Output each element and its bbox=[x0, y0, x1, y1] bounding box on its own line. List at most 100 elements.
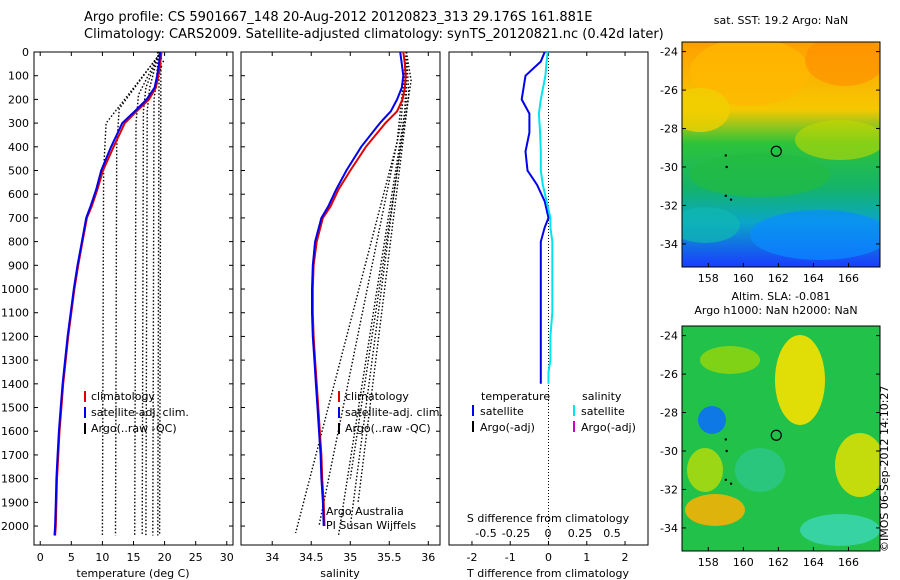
difference-series bbox=[520, 51, 554, 384]
sst-green-patch bbox=[690, 153, 830, 197]
sla-map-frame bbox=[681, 325, 881, 552]
legend-climatology-label: climatology bbox=[345, 390, 409, 403]
sla-mid-patch bbox=[735, 448, 785, 492]
previous-float-position-dot bbox=[729, 482, 733, 485]
previous-float-position-dot bbox=[724, 478, 728, 482]
depth-tick-label: 300 bbox=[8, 117, 29, 130]
sla-map-subtitle: Argo h1000: NaN h2000: NaN bbox=[694, 304, 857, 317]
profile-title: Argo profile: CS 5901667_148 20-Aug-2012… bbox=[84, 10, 593, 25]
map-lon-tick-label: 164 bbox=[803, 272, 824, 285]
s-difference-tick-label: 0 bbox=[545, 527, 552, 540]
argo-raw-profile bbox=[318, 51, 408, 527]
salinity-panel: 34 34.5 35 35.5 36 salinity climatology sate… bbox=[240, 51, 443, 580]
depth-tick-label: 0 bbox=[22, 46, 29, 59]
imos-credit: ©IMOS 06-Sep-2012 14:10:27 bbox=[878, 385, 891, 552]
sla-float-marker bbox=[724, 429, 782, 485]
previous-float-position-dot bbox=[729, 198, 733, 201]
argo-raw-profile bbox=[152, 51, 160, 536]
t-difference-x-label: T difference from climatology bbox=[466, 567, 629, 580]
x-tick-label: 25 bbox=[189, 551, 203, 564]
legend-argo-swatch bbox=[84, 423, 86, 434]
previous-float-position-dot bbox=[725, 165, 728, 169]
annotation-argo-australia: Argo Australia bbox=[326, 505, 404, 518]
map-lon-tick-label: 164 bbox=[803, 556, 824, 569]
sst-float-marker bbox=[724, 145, 782, 201]
s-difference-tick-label: 0.25 bbox=[568, 527, 593, 540]
argo-raw-profile bbox=[145, 51, 160, 536]
map-lon-tick-label: 166 bbox=[838, 556, 859, 569]
depth-tick-label: 1900 bbox=[1, 496, 29, 509]
temperature-depth-ticks: 0 100 200 300 400 500 600 700 800 900 1000 1100 1200… bbox=[1, 46, 233, 533]
x-tick-label: 20 bbox=[158, 551, 172, 564]
sla-high-patch bbox=[687, 448, 723, 492]
depth-tick-label: 500 bbox=[8, 165, 29, 178]
map-lat-tick-label: -34 bbox=[660, 522, 678, 535]
temperature-satellite-line bbox=[520, 51, 550, 384]
legend-s-satellite-label: satellite bbox=[581, 405, 625, 418]
map-lon-tick-label: 166 bbox=[838, 272, 859, 285]
argo-raw-profile bbox=[141, 51, 161, 536]
legend-argo-swatch bbox=[338, 423, 340, 434]
s-difference-tick-label: -0.5 bbox=[475, 527, 496, 540]
legend-t-satellite-label: satellite bbox=[480, 405, 524, 418]
depth-tick-label: 1100 bbox=[1, 307, 29, 320]
sla-high-patch bbox=[835, 433, 880, 497]
sla-map-ticks: 158 160 162 164 166 -24 -26 -28 -30 -32 -34 bbox=[660, 330, 880, 569]
x-tick-label: 0 bbox=[37, 551, 44, 564]
depth-tick-label: 900 bbox=[8, 259, 29, 272]
sla-field bbox=[682, 326, 880, 551]
depth-tick-label: 800 bbox=[8, 236, 29, 249]
map-lat-tick-label: -34 bbox=[660, 238, 678, 251]
s-difference-axis-label: S difference from climatology bbox=[467, 512, 630, 525]
map-lon-tick-label: 158 bbox=[698, 556, 719, 569]
map-lat-tick-label: -30 bbox=[660, 161, 678, 174]
sst-map-ticks: 158 160 162 164 166 -24 -26 -28 -30 -32 -34 bbox=[660, 46, 880, 285]
x-tick-label: -2 bbox=[466, 551, 477, 564]
map-lon-tick-label: 162 bbox=[768, 556, 789, 569]
argo-raw-profile bbox=[349, 51, 412, 479]
legend-temperature-title: temperature bbox=[481, 390, 550, 403]
legend-satellite-swatch bbox=[84, 407, 86, 418]
salinity-legend: climatology satellite-adj. clim. Argo(..… bbox=[338, 390, 443, 435]
sst-field bbox=[682, 42, 880, 267]
depth-tick-label: 1700 bbox=[1, 449, 29, 462]
x-tick-label: 1 bbox=[583, 551, 590, 564]
previous-float-position-dot bbox=[724, 438, 728, 441]
legend-satellite-label: satellite-adj. clim. bbox=[91, 406, 189, 419]
temperature-argo-raw-profiles bbox=[101, 51, 165, 536]
salinity-x-ticks: 34 34.5 35 35.5 36 bbox=[265, 52, 435, 564]
difference-x-ticks: -2 -1 0 1 2 bbox=[466, 52, 629, 564]
salinity-depth-ticks bbox=[241, 51, 440, 527]
temperature-x-ticks: 0 5 10 15 20 25 30 bbox=[37, 52, 234, 564]
x-tick-label: 15 bbox=[127, 551, 141, 564]
map-lat-tick-label: -30 bbox=[660, 445, 678, 458]
sst-warm-patch bbox=[690, 42, 810, 106]
difference-legend: temperature salinity satellite Argo(-adj… bbox=[472, 390, 636, 434]
map-lat-tick-label: -32 bbox=[660, 199, 678, 212]
sla-high-patch bbox=[700, 346, 760, 374]
temperature-series bbox=[53, 51, 163, 536]
sst-map-panel: sat. SST: 19.2 Argo: NaN 158 160 162 164 166… bbox=[660, 14, 881, 285]
salinity-plot-frame bbox=[240, 51, 441, 546]
x-tick-label: 10 bbox=[95, 551, 109, 564]
legend-t-argo-label: Argo(-adj) bbox=[480, 421, 535, 434]
temperature-plot-frame bbox=[33, 51, 234, 546]
map-lon-tick-label: 160 bbox=[733, 556, 754, 569]
x-tick-label: 5 bbox=[68, 551, 75, 564]
satelliteadj-line bbox=[311, 51, 405, 527]
depth-tick-label: 1400 bbox=[1, 378, 29, 391]
s-difference-tick-label: -0.25 bbox=[502, 527, 530, 540]
x-tick-label: 36 bbox=[421, 551, 435, 564]
sst-teal-patch bbox=[682, 207, 740, 243]
x-tick-label: 0 bbox=[545, 551, 552, 564]
legend-argo-label: Argo(..raw -QC) bbox=[91, 422, 177, 435]
depth-tick-label: 700 bbox=[8, 212, 29, 225]
temperature-legend: climatology satellite-adj. clim. Argo(..… bbox=[84, 390, 189, 435]
x-tick-label: 30 bbox=[220, 551, 234, 564]
legend-s-argo-swatch bbox=[573, 421, 575, 432]
sla-mid-patch bbox=[800, 514, 880, 546]
depth-tick-label: 400 bbox=[8, 141, 29, 154]
salinity-series bbox=[311, 51, 407, 527]
map-lat-tick-label: -28 bbox=[660, 123, 678, 136]
